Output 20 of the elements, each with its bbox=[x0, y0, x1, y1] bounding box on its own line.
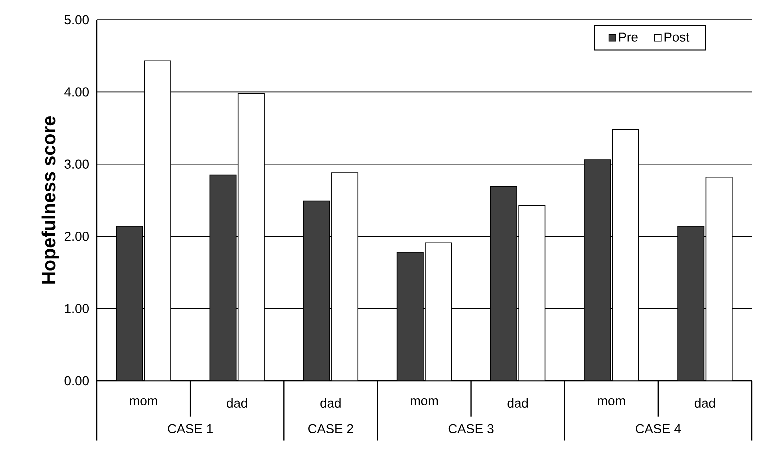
x-tick-label: dad bbox=[508, 398, 528, 408]
x-tick-label: mom bbox=[130, 398, 158, 406]
legend-label: Pre bbox=[619, 32, 638, 42]
legend-label: Post bbox=[664, 32, 690, 42]
y-tick-label: 1.00 bbox=[65, 304, 89, 314]
y-tick-label: 5.00 bbox=[64, 15, 89, 25]
x-tick-label: mom bbox=[598, 398, 626, 406]
y-tick-label: 0.00 bbox=[64, 376, 89, 386]
y-tick-label: 2.00 bbox=[64, 232, 89, 242]
text: CASE 4 bbox=[636, 424, 682, 434]
text: CASE 3 bbox=[448, 424, 494, 434]
y-axis-title: Hopefulness score bbox=[42, 116, 60, 284]
x-tick-label: dad bbox=[320, 398, 341, 408]
x-tick-label: dad bbox=[694, 398, 716, 408]
y-tick-label: 3.00 bbox=[64, 160, 89, 169]
x-tick-label: mom bbox=[410, 398, 438, 406]
x-tick-label: dad bbox=[227, 398, 248, 408]
text: CASE 2 bbox=[308, 424, 354, 434]
text: CASE 1 bbox=[168, 424, 213, 434]
y-tick-label: 4.00 bbox=[64, 88, 89, 97]
